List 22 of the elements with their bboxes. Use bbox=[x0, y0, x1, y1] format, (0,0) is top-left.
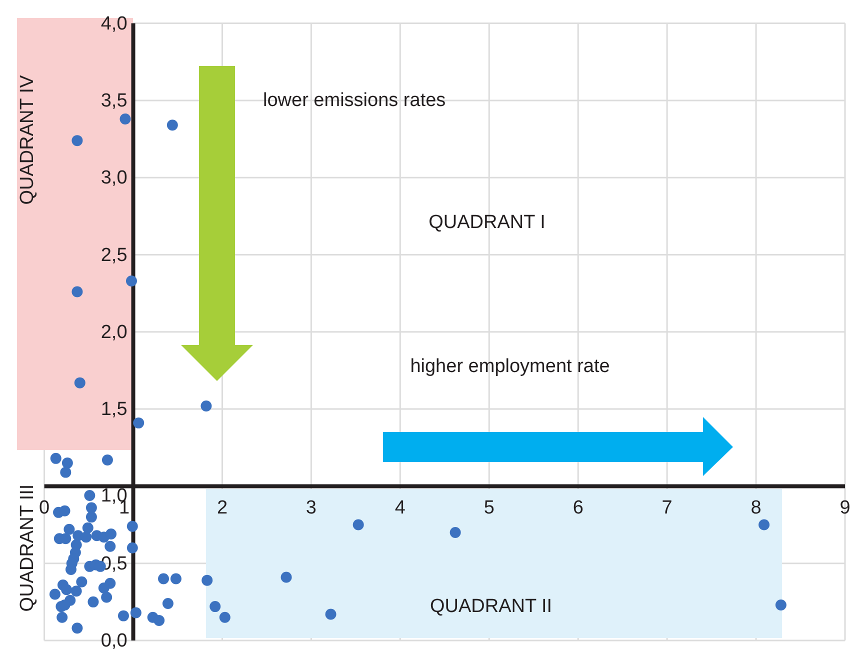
x-tick-label: 5 bbox=[484, 498, 494, 519]
y-tick-label: 0,0 bbox=[100, 630, 128, 650]
annotation: lower emissions rates bbox=[263, 90, 446, 111]
x-tick-label: 3 bbox=[306, 498, 316, 519]
text: QUADRANT III bbox=[17, 484, 38, 612]
text: QUADRANT IV bbox=[17, 74, 38, 205]
annotation: QUADRANT II bbox=[430, 596, 552, 617]
y-tick-label: 2,0 bbox=[100, 322, 128, 343]
annotation: QUADRANT I bbox=[428, 212, 546, 233]
y-tick-label: 4,0 bbox=[100, 13, 128, 34]
x-tick-label: 8 bbox=[750, 498, 762, 519]
y-tick-label: 3,0 bbox=[100, 168, 128, 189]
y-tick-label: 3,5 bbox=[100, 90, 128, 112]
x-tick-label: 4 bbox=[394, 498, 406, 519]
x-tick-label: 9 bbox=[840, 498, 850, 519]
y-tick-label: 2,5 bbox=[100, 244, 128, 266]
y-tick-label: 1,5 bbox=[100, 399, 128, 420]
x-tick-label: 0 bbox=[39, 498, 50, 519]
x-tick-label: 6 bbox=[572, 498, 584, 519]
annotation: higher employment rate bbox=[410, 356, 610, 377]
x-tick-label: 2 bbox=[216, 498, 228, 519]
x-tick-label: 7 bbox=[662, 498, 672, 519]
